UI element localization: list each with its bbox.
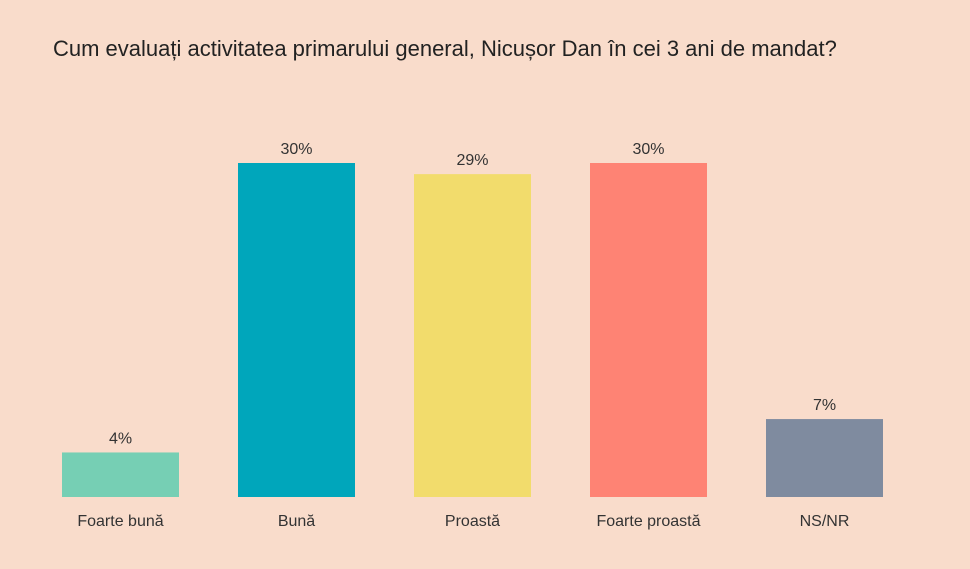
chart-title: Cum evaluați activitatea primarului gene… — [53, 36, 837, 61]
bar-0 — [62, 452, 179, 497]
category-label: NS/NR — [800, 513, 850, 530]
bar-1 — [238, 163, 355, 497]
category-label: Foarte bună — [77, 513, 163, 530]
category-label: Proastă — [445, 513, 500, 530]
data-label: 30% — [632, 141, 664, 158]
category-label: Bună — [278, 513, 315, 530]
data-label: 29% — [456, 152, 488, 169]
bar-4 — [766, 419, 883, 497]
data-label: 7% — [813, 397, 836, 414]
data-label: 30% — [280, 141, 312, 158]
category-label: Foarte proastă — [596, 513, 700, 530]
bar-2 — [414, 174, 531, 497]
bar-3 — [590, 163, 707, 497]
data-label: 4% — [109, 430, 132, 447]
